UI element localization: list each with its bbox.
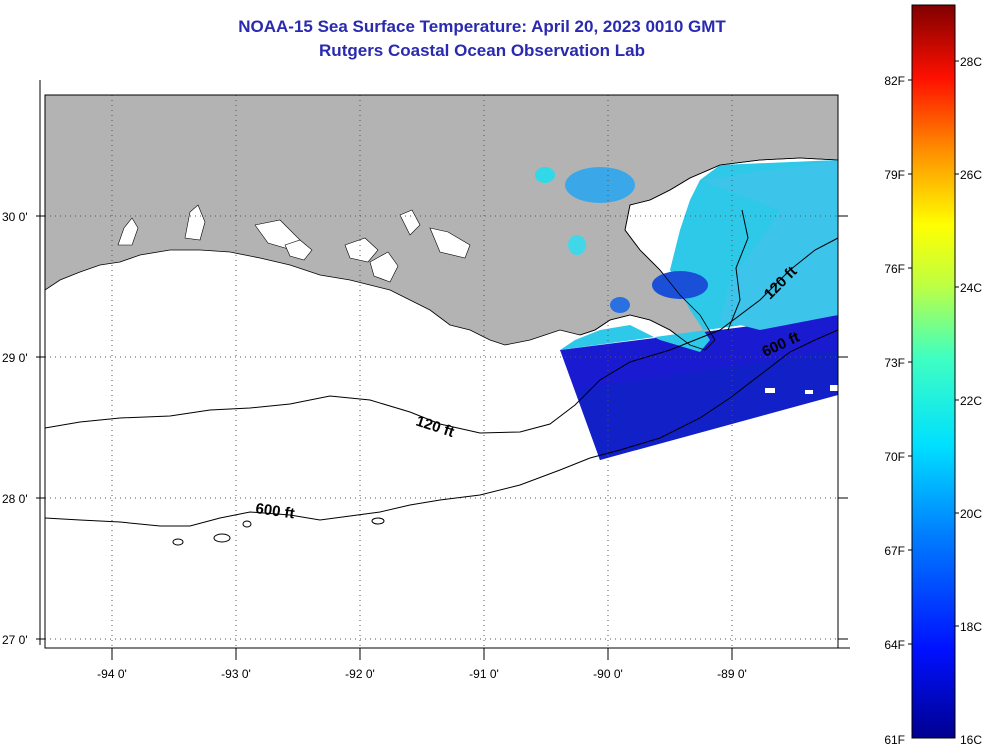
swath-coastline [579, 157, 838, 351]
chart-title-line1: NOAA-15 Sea Surface Temperature: April 2… [238, 17, 726, 36]
colorbar-c-24: 24C [960, 281, 982, 295]
lon-label-92: -92 0' [345, 667, 375, 681]
colorbar-c-22: 22C [960, 394, 982, 408]
colorbar-f-67: 67F [884, 544, 905, 558]
colorbar-f-70: 70F [884, 450, 905, 464]
map-frame [44, 94, 839, 649]
sst-swath [535, 160, 838, 460]
colorbar-f-82: 82F [884, 74, 905, 88]
lat-ticks [36, 215, 848, 640]
colorbar [911, 4, 956, 739]
lon-label-93: -93 0' [221, 667, 251, 681]
colorbar-f-76: 76F [884, 262, 905, 276]
contour-label-600ft-west: 600 ft [254, 500, 295, 522]
colorbar-f-64: 64F [884, 638, 905, 652]
lon-label-90: -90 0' [593, 667, 623, 681]
lon-label-94: -94 0' [97, 667, 127, 681]
lon-ticks [111, 648, 733, 660]
lon-label-91: -91 0' [469, 667, 499, 681]
colorbar-ticks [908, 60, 959, 645]
lat-label-30: 30 0' [2, 210, 28, 224]
colorbar-c-18: 18C [960, 620, 982, 634]
colorbar-c-26: 26C [960, 168, 982, 182]
lon-label-89: -89 0' [717, 667, 747, 681]
lat-label-29: 29 0' [2, 351, 28, 365]
colorbar-f-79: 79F [884, 168, 905, 182]
colorbar-f-61: 61F [884, 733, 905, 747]
colorbar-c-20: 20C [960, 507, 982, 521]
colorbar-c-28: 28C [960, 55, 982, 69]
colorbar-f-73: 73F [884, 356, 905, 370]
lat-label-27: 27 0' [2, 633, 28, 647]
colorbar-c-16: 16C [960, 733, 982, 747]
depth-contours [45, 209, 838, 546]
lat-label-28: 28 0' [2, 492, 28, 506]
inland-water [117, 204, 471, 283]
chart-title-line2: Rutgers Coastal Ocean Observation Lab [319, 41, 645, 60]
graticule [45, 95, 838, 648]
